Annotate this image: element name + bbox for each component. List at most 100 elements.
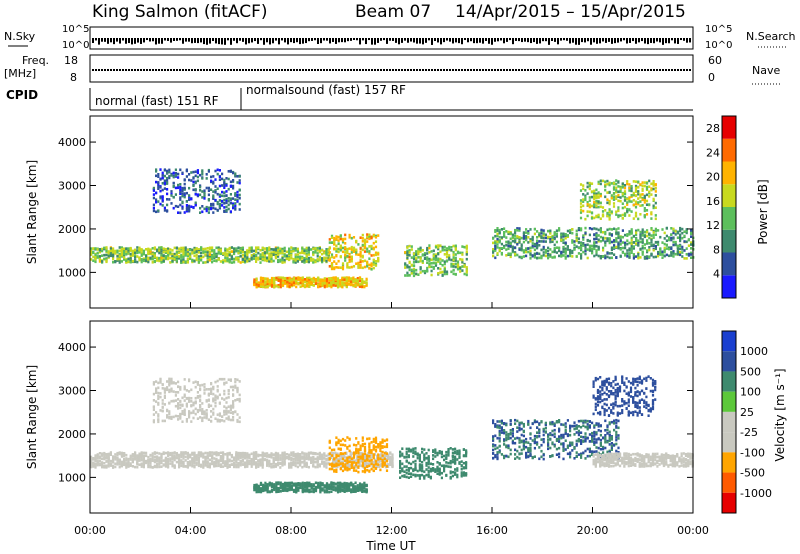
scatter-cell — [628, 247, 631, 250]
scatter-cell — [503, 227, 506, 230]
scatter-cell — [542, 251, 545, 254]
nsky-mark — [662, 38, 664, 45]
nsky-mark — [98, 38, 100, 45]
scatter-cell — [272, 453, 275, 457]
scatter-cell — [279, 466, 282, 469]
scatter-cell — [345, 277, 348, 280]
scatter-cell — [194, 201, 197, 205]
scatter-cell — [169, 261, 172, 264]
scatter-cell — [149, 465, 152, 469]
scatter-cell — [646, 255, 649, 258]
freq-mark — [371, 69, 373, 71]
nsky-mark — [419, 38, 421, 44]
freq-mark — [566, 69, 568, 71]
scatter-cell — [180, 259, 183, 263]
scatter-cell — [637, 256, 640, 260]
freq-mark — [248, 69, 250, 71]
scatter-cell — [230, 257, 233, 261]
scatter-cell — [261, 256, 264, 259]
scatter-cell — [617, 234, 620, 238]
scatter-cell — [120, 460, 123, 464]
freq-mark — [161, 69, 163, 71]
scatter-cell — [164, 257, 167, 260]
scatter-cell — [626, 210, 629, 213]
scatter-cell — [250, 465, 253, 468]
scatter-cell — [323, 251, 326, 255]
scatter-cell — [277, 452, 280, 455]
scatter-cell — [623, 190, 627, 193]
scatter-cell — [408, 265, 411, 269]
scatter-cell — [580, 252, 583, 256]
scatter-cell — [142, 464, 145, 468]
scatter-cell — [179, 183, 182, 186]
scatter-cell — [167, 247, 170, 251]
scatter-cell — [630, 210, 633, 213]
scatter-cell — [645, 193, 649, 197]
scatter-cell — [107, 465, 110, 468]
scatter-cell — [112, 249, 115, 253]
scatter-cell — [564, 252, 567, 255]
scatter-cell — [613, 253, 616, 256]
scatter-cell — [335, 266, 338, 269]
scatter-cell — [233, 257, 236, 261]
scatter-cell — [339, 248, 342, 252]
scatter-cell — [612, 202, 616, 205]
scatter-cell — [205, 207, 208, 211]
scatter-cell — [226, 460, 229, 463]
scatter-cell — [652, 206, 655, 210]
scatter-cell — [361, 282, 364, 286]
scatter-cell — [145, 257, 148, 260]
scatter-cell — [439, 250, 442, 254]
scatter-cell — [234, 204, 237, 208]
scatter-cell — [170, 194, 173, 197]
scatter-cell — [277, 246, 280, 250]
scatter-cell — [96, 460, 99, 463]
scatter-cell — [359, 258, 362, 262]
nsky-mark — [131, 38, 133, 45]
scatter-cell — [274, 465, 277, 468]
scatter-cell — [288, 247, 291, 251]
scatter-cell — [244, 455, 247, 458]
scatter-cell — [283, 451, 286, 454]
scatter-cell — [255, 461, 258, 464]
scatter-cell — [206, 456, 209, 460]
scatter-cell — [259, 464, 262, 467]
scatter-cell — [197, 258, 200, 261]
freq-mark — [518, 69, 520, 71]
nsky-mark — [224, 38, 226, 45]
scatter-cell — [295, 285, 298, 289]
scatter-cell — [323, 283, 326, 287]
scatter-cell — [189, 257, 192, 260]
scatter-cell — [606, 198, 609, 201]
scatter-cell — [168, 176, 171, 180]
scatter-cell — [270, 281, 274, 285]
scatter-cell — [266, 283, 269, 286]
scatter-cell — [288, 251, 291, 255]
scatter-cell — [665, 234, 668, 238]
scatter-cell — [317, 285, 320, 289]
scatter-cell — [426, 248, 429, 252]
freq-mark — [113, 69, 115, 71]
scatter-cell — [230, 255, 233, 259]
scatter-cell — [503, 231, 506, 235]
scatter-cell — [259, 282, 263, 286]
scatter-cell — [406, 253, 409, 256]
scatter-cell — [531, 242, 534, 245]
scatter-cell — [182, 457, 185, 460]
freq-unit: [MHz] — [4, 67, 36, 80]
scatter-cell — [685, 257, 688, 260]
scatter-cell — [597, 215, 600, 219]
scatter-cell — [648, 203, 651, 206]
scatter-cell — [350, 248, 353, 252]
nsky-mark — [173, 38, 175, 41]
scatter-cell — [186, 260, 189, 264]
scatter-cell — [174, 193, 177, 196]
scatter-cell — [94, 456, 97, 460]
nsky-mark — [467, 38, 469, 43]
scatter-cell — [98, 248, 101, 252]
scatter-cell — [101, 461, 104, 464]
scatter-cell — [465, 270, 468, 274]
scatter-cell — [257, 454, 260, 457]
scatter-cell — [226, 257, 229, 260]
scatter-cell — [621, 241, 624, 244]
